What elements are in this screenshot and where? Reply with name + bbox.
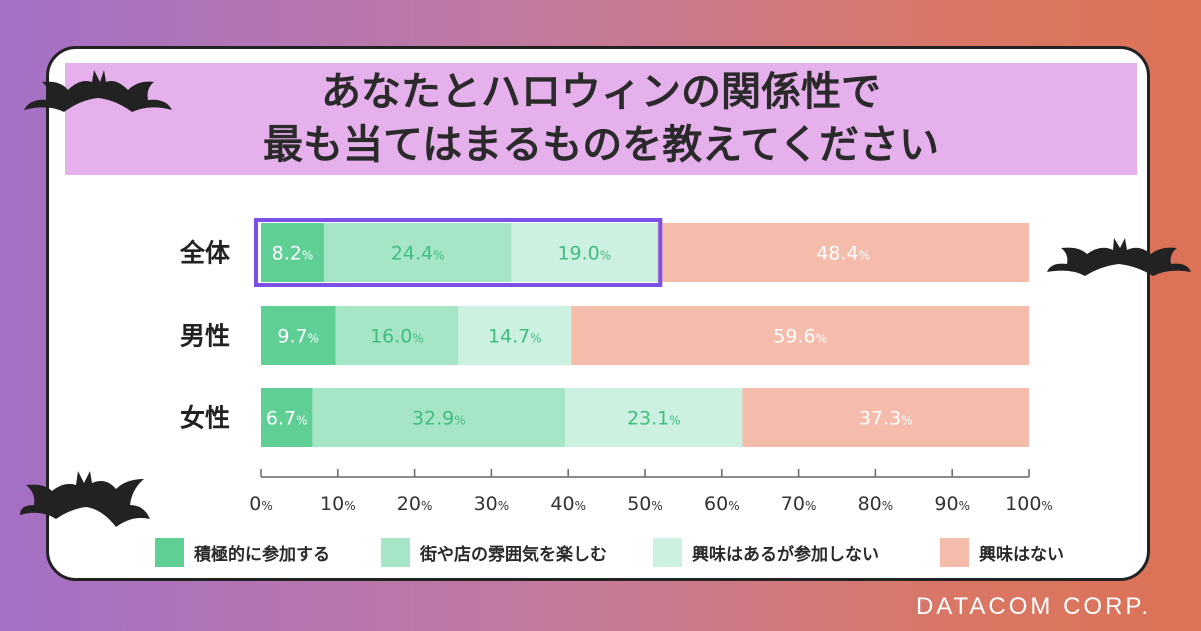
title-line-2: 最も当てはまるものを教えてください: [263, 122, 939, 168]
highlight-box: [254, 218, 663, 287]
bar-segment: [571, 306, 1029, 365]
bar-segment: [312, 388, 566, 447]
x-tick-label: 20%: [397, 493, 433, 515]
legend-item: 興味はない: [940, 537, 1064, 567]
bat-icon: [24, 70, 172, 112]
value-label: 8.2%: [272, 243, 314, 265]
value-label: 16.0%: [370, 326, 424, 348]
brand-logo: DATACOM CORP.: [915, 593, 1151, 620]
category-label: 女性: [180, 404, 230, 433]
value-label: 24.4%: [391, 243, 445, 265]
legend-swatch: [381, 537, 410, 567]
bat-icon: [1047, 238, 1191, 276]
legend-label: 興味はあるが参加しない: [692, 544, 879, 565]
chart-title: あなたとハロウィンの関係性で 最も当てはまるものを教えてください: [65, 66, 1137, 172]
value-label: 9.7%: [277, 326, 319, 348]
bat-icon: [20, 471, 150, 527]
value-label: 32.9%: [412, 408, 466, 430]
bar-segment: [511, 223, 658, 282]
value-label: 14.7%: [488, 326, 542, 348]
legend-label: 街や店の雰囲気を楽しむ: [420, 544, 607, 565]
x-tick-label: 70%: [781, 493, 817, 515]
category-label: 全体: [179, 239, 231, 268]
bar-segment: [657, 223, 1029, 282]
legend-item: 街や店の雰囲気を楽しむ: [381, 537, 607, 567]
x-tick-label: 40%: [550, 493, 586, 515]
legend-label: 興味はない: [979, 544, 1064, 565]
legend-swatch: [653, 537, 682, 567]
x-tick-label: 0%: [249, 493, 273, 515]
bar-segment: [261, 306, 336, 365]
value-label: 6.7%: [266, 408, 308, 430]
bar-segment: [261, 223, 324, 282]
title-band: [65, 63, 1137, 175]
legend-item: 興味はあるが参加しない: [653, 537, 879, 567]
x-tick-label: 50%: [627, 493, 663, 515]
legend-item: 積極的に参加する: [155, 537, 330, 567]
x-tick-label: 60%: [704, 493, 740, 515]
value-label: 37.3%: [859, 408, 913, 430]
legend: 積極的に参加する 街や店の雰囲気を楽しむ 興味はあるが参加しない 興味はない: [155, 537, 1095, 567]
title-line-1: あなたとハロウィンの関係性で: [321, 69, 881, 115]
bar-segment: [323, 223, 512, 282]
legend-swatch: [940, 537, 969, 567]
x-tick-label: 10%: [320, 493, 356, 515]
bar-segment: [742, 388, 1029, 447]
x-tick-label: 30%: [474, 493, 510, 515]
bar-segment: [261, 388, 313, 447]
bar-segment: [565, 388, 743, 447]
value-label: 23.1%: [627, 408, 681, 430]
x-tick-label: 80%: [858, 493, 894, 515]
legend-swatch: [155, 537, 184, 567]
value-label: 48.4%: [816, 243, 870, 265]
x-tick-label: 100%: [1005, 493, 1053, 515]
value-label: 19.0%: [557, 243, 611, 265]
value-label: 59.6%: [773, 326, 827, 348]
bar-segment: [335, 306, 459, 365]
category-label: 男性: [180, 322, 230, 351]
bar-segment: [458, 306, 572, 365]
x-tick-label: 90%: [934, 493, 970, 515]
legend-label: 積極的に参加する: [194, 544, 330, 565]
